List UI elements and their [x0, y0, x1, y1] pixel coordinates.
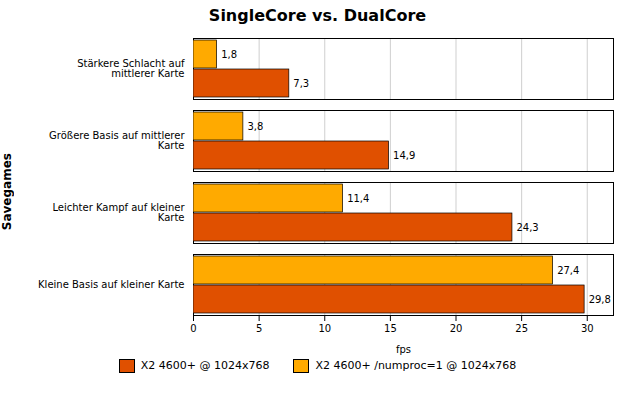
svg-text:14,9: 14,9 — [393, 150, 415, 161]
svg-text:Kleine Basis auf kleiner Karte: Kleine Basis auf kleiner Karte — [38, 279, 184, 290]
svg-text:Größere Basis auf mittlererKar: Größere Basis auf mittlererKarte — [49, 130, 185, 151]
svg-text:25: 25 — [515, 323, 528, 334]
html-text:Savegames: Savegames — [0, 153, 14, 231]
svg-text:20: 20 — [450, 323, 463, 334]
svg-text:11,4: 11,4 — [347, 193, 369, 204]
svg-text:27,4: 27,4 — [557, 265, 579, 276]
svg-text:10: 10 — [318, 323, 331, 334]
svg-text:30: 30 — [581, 323, 594, 334]
svg-text:3,8: 3,8 — [247, 121, 263, 132]
svg-text:Leichter Kampf auf kleinerKart: Leichter Kampf auf kleinerKarte — [52, 202, 185, 223]
svg-text:15: 15 — [384, 323, 397, 334]
svg-text:1,8: 1,8 — [221, 49, 237, 60]
svg-text:0: 0 — [190, 323, 196, 334]
svg-text:7,3: 7,3 — [293, 78, 309, 89]
svg-text:24,3: 24,3 — [516, 222, 538, 233]
svg-text:fps: fps — [396, 344, 411, 355]
html-text:X2 4600+ /numproc=1 @ 1024x768: X2 4600+ /numproc=1 @ 1024x768 — [315, 359, 517, 372]
svg-text:29,8: 29,8 — [589, 294, 611, 305]
html-text:X2 4600+ @ 1024x768: X2 4600+ @ 1024x768 — [140, 359, 270, 372]
html-text:SingleCore vs. DualCore: SingleCore vs. DualCore — [208, 6, 427, 25]
svg-text:Stärkere Schlacht aufmittlerer: Stärkere Schlacht aufmittlerer Karte — [77, 58, 185, 79]
svg-text:5: 5 — [256, 323, 262, 334]
